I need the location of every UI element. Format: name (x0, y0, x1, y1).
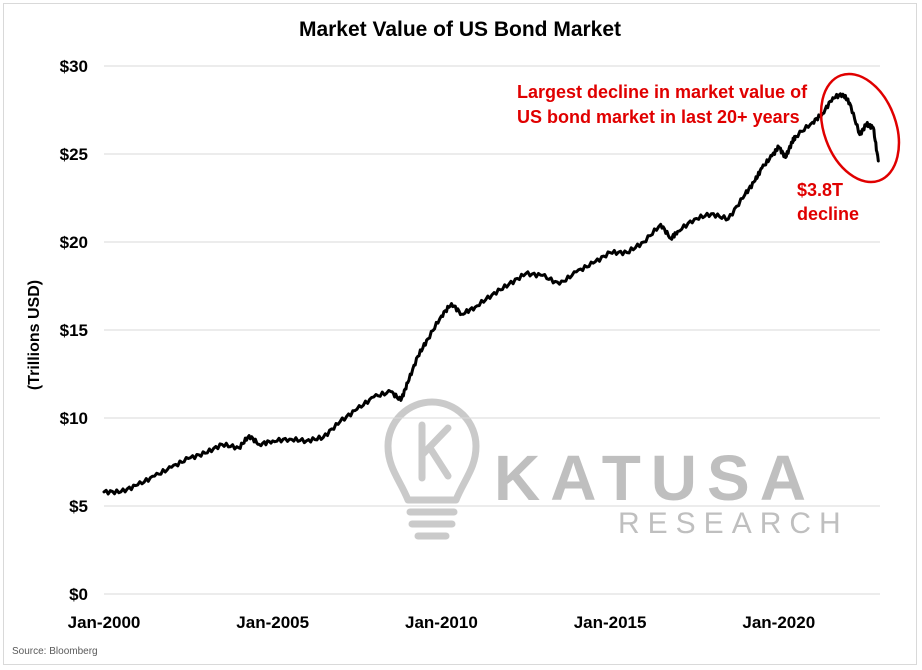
x-tick-label: Jan-2010 (405, 613, 478, 632)
chart-title: Market Value of US Bond Market (299, 18, 621, 41)
y-tick-label: $25 (60, 145, 88, 164)
y-tick-label: $10 (60, 409, 88, 428)
highlight-ellipse (819, 72, 901, 184)
series-group (102, 92, 880, 496)
annotation-decline-line1: $3.8T (797, 180, 843, 200)
annotation-headline-line2: US bond market in last 20+ years (517, 107, 800, 127)
x-tick-label: Jan-2020 (742, 613, 815, 632)
x-tick-label: Jan-2000 (68, 613, 141, 632)
watermark: KATUSA RESEARCH (384, 398, 849, 540)
annotation-headline-line1: Largest decline in market value of (517, 82, 808, 102)
x-tick-labels: Jan-2000 Jan-2005 Jan-2010 Jan-2015 Jan-2020 (68, 613, 816, 632)
y-tick-label: $5 (69, 497, 88, 516)
y-tick-labels: $0 $5 $10 $15 $20 $25 $30 (60, 57, 88, 604)
y-axis-label: (Trillions USD) (26, 280, 43, 390)
y-tick-label: $15 (60, 321, 88, 340)
series-line-0 (102, 92, 880, 496)
watermark-brand: KATUSA (494, 442, 816, 514)
y-tick-label: $0 (69, 585, 88, 604)
gridlines (104, 65, 880, 595)
x-tick-label: Jan-2005 (236, 613, 309, 632)
annotation-decline-line2: decline (797, 204, 859, 224)
lightbulb-k-icon (384, 398, 480, 540)
source-note: Source: Bloomberg (12, 646, 98, 657)
y-tick-label: $20 (60, 233, 88, 252)
watermark-sub: RESEARCH (618, 507, 849, 540)
y-tick-label: $30 (60, 57, 88, 76)
chart-frame (3, 3, 917, 665)
x-tick-label: Jan-2015 (574, 613, 647, 632)
